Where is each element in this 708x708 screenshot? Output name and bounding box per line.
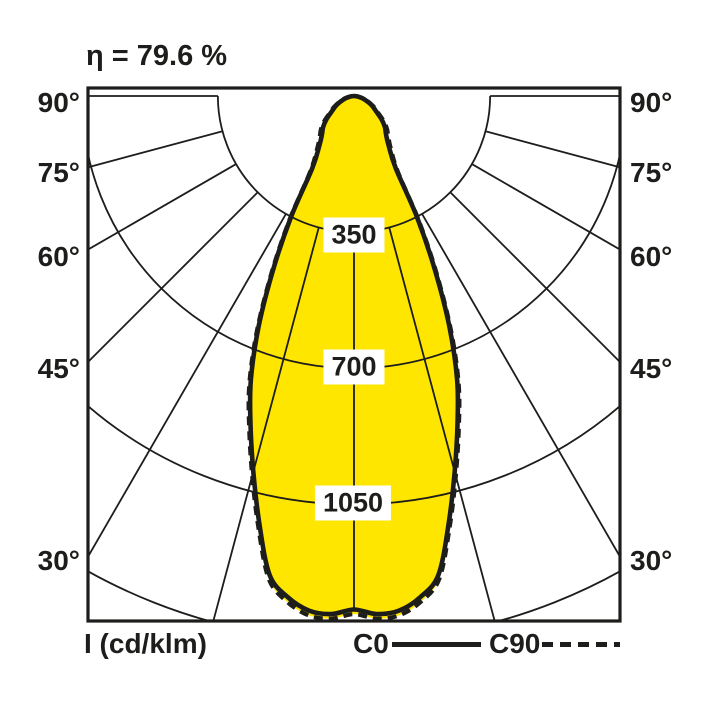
efficiency-title: η = 79.6 % (86, 40, 228, 72)
plot-frame (86, 86, 622, 623)
angle-line-right-60 (471, 163, 620, 251)
unit-caption: I (cd/klm) (84, 628, 207, 659)
legend-label-c90: C90 (489, 628, 541, 659)
angle-line-left-30 (88, 213, 287, 559)
angle-line-left-60 (88, 163, 237, 251)
legend-line-c0-solid (392, 642, 481, 647)
angle-label-left-90: 90° (37, 87, 80, 118)
intensity-label-350: 350 (323, 217, 385, 253)
angle-line-right-45 (449, 191, 620, 364)
intensity-label-700: 700 (323, 349, 385, 385)
angle-label-left-60: 60° (37, 241, 80, 272)
c90-curve (246, 93, 462, 621)
angle-label-right-75: 75° (630, 157, 673, 188)
angle-label-left-45: 45° (37, 353, 80, 384)
angle-label-left-30: 30° (37, 545, 80, 576)
angle-line-right-75 (485, 130, 620, 169)
angle-line-left-15 (212, 227, 320, 621)
angle-line-right-15 (388, 227, 496, 621)
angle-line-left-75 (88, 130, 223, 169)
angle-line-right-30 (421, 213, 620, 559)
angle-label-left-75: 75° (37, 157, 80, 188)
legend-line-c90-dashed (542, 642, 620, 647)
angle-label-right-60: 60° (630, 241, 673, 272)
angle-label-right-30: 30° (630, 545, 673, 576)
plot-area (88, 93, 620, 621)
angle-label-right-90: 90° (630, 87, 673, 118)
legend-label-c0: C0 (353, 628, 389, 659)
intensity-label-1050: 1050 (314, 485, 392, 521)
angle-label-right-45: 45° (630, 353, 673, 384)
angle-line-left-45 (88, 191, 259, 364)
